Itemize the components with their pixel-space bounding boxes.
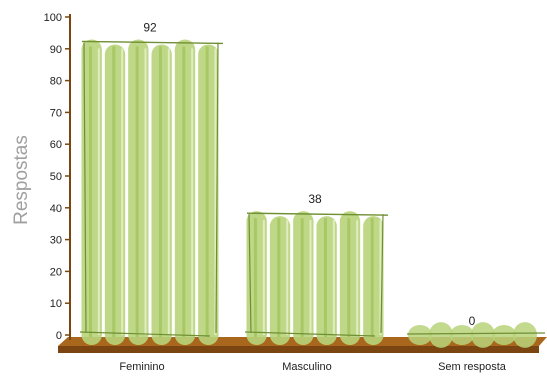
y-tick-label: 60 xyxy=(50,139,62,151)
bar-masculino xyxy=(244,211,389,345)
bar-outline-bottom xyxy=(244,331,376,337)
bar-segment xyxy=(429,322,453,348)
bar-outline-top xyxy=(81,40,224,45)
data-label: 0 xyxy=(469,314,476,328)
bar-shade xyxy=(323,218,327,337)
bar-shade xyxy=(300,218,304,337)
bar-feminino xyxy=(79,39,224,345)
y-tick-label: 30 xyxy=(50,235,62,247)
bar-segment xyxy=(408,325,432,345)
y-tick-label: 40 xyxy=(50,203,62,215)
y-tick-label: 20 xyxy=(50,266,62,278)
bar-shade xyxy=(112,46,116,337)
bar-shade xyxy=(277,218,281,337)
data-label: 92 xyxy=(143,20,157,34)
bar-outline-top xyxy=(406,332,546,335)
bar-outline-top xyxy=(246,212,389,216)
bar-shade xyxy=(182,46,186,337)
bar-shade xyxy=(158,46,162,337)
bar-shade xyxy=(370,218,374,337)
bar-highlight xyxy=(379,220,382,335)
bar-segment xyxy=(492,325,516,345)
floor-front xyxy=(58,346,539,353)
bar-segment xyxy=(513,322,537,348)
data-label: 38 xyxy=(308,192,322,206)
x-tick-label: Sem resposta xyxy=(438,361,507,373)
bar-highlight xyxy=(214,48,217,335)
bar-sem-resposta xyxy=(406,322,546,348)
bar-outline-right xyxy=(380,214,384,334)
y-axis-title: Respostas xyxy=(11,135,32,225)
y-tick-label: 100 xyxy=(44,12,62,24)
bar-highlight xyxy=(286,220,289,335)
y-tick-label: 0 xyxy=(56,330,62,342)
bar-highlight xyxy=(121,48,124,335)
bar-highlight xyxy=(167,48,170,335)
bar-outline-right xyxy=(215,42,219,334)
bar-highlight xyxy=(144,48,147,335)
bar-outline-left xyxy=(248,214,252,334)
bar-outline-left xyxy=(83,42,87,334)
bar-shade xyxy=(88,46,92,337)
bar-highlight xyxy=(97,48,100,335)
bar-highlight xyxy=(332,220,335,335)
bar-highlight xyxy=(262,220,265,335)
bar-shade xyxy=(135,46,139,337)
bar-highlight xyxy=(309,220,312,335)
y-tick-label: 90 xyxy=(50,44,62,56)
y-tick-label: 80 xyxy=(50,76,62,88)
y-tick-label: 10 xyxy=(50,298,62,310)
bar-segment xyxy=(450,325,474,345)
bar-shade xyxy=(347,218,351,337)
bar-highlight xyxy=(356,220,359,335)
y-tick-label: 70 xyxy=(50,107,62,119)
x-tick-label: Masculino xyxy=(282,361,332,373)
bar-shade xyxy=(253,218,257,337)
bar-outline-bottom xyxy=(79,331,211,337)
y-tick-label: 50 xyxy=(50,171,62,183)
bar-highlight xyxy=(191,48,194,335)
x-tick-label: Feminino xyxy=(119,361,164,373)
bar-segment xyxy=(471,322,495,348)
bar-shade xyxy=(205,46,209,337)
